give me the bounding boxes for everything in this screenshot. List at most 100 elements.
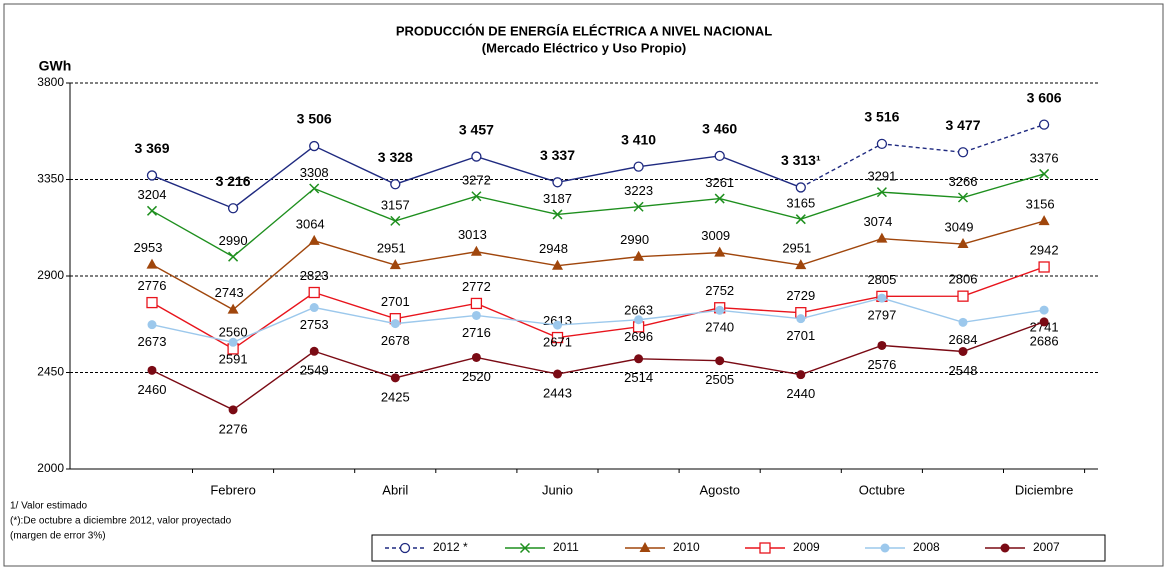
point: [309, 346, 319, 356]
data-label: 2673: [138, 334, 167, 349]
point: [1038, 119, 1050, 130]
chart-subtitle: (Mercado Eléctrico y Uso Propio): [482, 40, 686, 55]
data-label: 3 313¹: [781, 152, 821, 168]
point: [146, 170, 158, 181]
y-axis-label: GWh: [39, 58, 72, 74]
data-label: 2560: [219, 324, 248, 339]
data-label: 2942: [1030, 242, 1059, 257]
data-label: 2805: [867, 272, 896, 287]
legend-marker: [639, 542, 651, 552]
data-label: 2806: [949, 272, 978, 287]
point: [227, 203, 239, 214]
point: [146, 296, 158, 309]
footnote: 1/ Valor estimado: [10, 501, 88, 512]
x-tick-label: Febrero: [210, 482, 256, 497]
legend-label: 2007: [1033, 540, 1060, 554]
point: [552, 209, 563, 220]
point: [552, 177, 563, 188]
y-tick-label: 3350: [37, 172, 64, 186]
legend-box: [371, 534, 1106, 562]
point: [1038, 261, 1050, 273]
point: [795, 259, 807, 270]
point: [957, 290, 969, 302]
data-label: 3 457: [459, 121, 494, 137]
data-label: 2729: [786, 288, 815, 303]
point: [796, 370, 806, 380]
data-label: 3 337: [540, 147, 575, 163]
point: [146, 258, 158, 269]
point: [309, 303, 319, 313]
point: [308, 286, 320, 299]
data-label: 3376: [1030, 150, 1059, 165]
data-label: 3064: [296, 216, 325, 231]
point: [146, 205, 158, 216]
point: [795, 214, 806, 225]
data-label: 3261: [705, 175, 734, 190]
point: [876, 232, 888, 243]
y-tick-label: 2000: [37, 461, 64, 475]
point: [228, 405, 238, 415]
point: [1039, 317, 1049, 327]
legend-label: 2011: [553, 540, 579, 554]
point: [470, 245, 482, 256]
data-label: 2505: [705, 372, 734, 387]
data-label: 3013: [458, 227, 487, 242]
point: [308, 234, 320, 245]
data-label: 3156: [1026, 197, 1055, 212]
data-label: 2440: [786, 386, 815, 401]
data-label: 2696: [624, 329, 653, 344]
data-label: 3266: [949, 174, 978, 189]
legend-label: 2009: [793, 540, 820, 554]
data-label: 3 328: [378, 149, 413, 165]
point: [147, 365, 157, 375]
data-label: 3204: [138, 187, 167, 202]
data-label: 2951: [782, 241, 811, 256]
data-label: 2948: [539, 241, 568, 256]
point: [1038, 215, 1050, 226]
legend-label: 2012 *: [433, 540, 468, 554]
series-line: [151, 173, 1045, 258]
data-label: 2752: [705, 283, 734, 298]
point: [390, 179, 401, 190]
data-label: 2678: [381, 333, 410, 348]
legend-label: 2008: [913, 540, 940, 554]
point: [958, 346, 968, 356]
data-label: 3 369: [134, 140, 169, 156]
data-label: 3 516: [864, 109, 899, 125]
data-label: 3291: [867, 169, 896, 184]
point: [715, 305, 725, 315]
point: [471, 310, 481, 320]
point: [714, 246, 726, 257]
point: [795, 182, 806, 193]
x-tick-label: Octubre: [859, 482, 905, 497]
legend-marker: [399, 542, 411, 554]
x-tick-label: Agosto: [699, 482, 739, 497]
data-label: 2549: [300, 363, 329, 378]
point: [634, 315, 644, 325]
data-label: 2951: [377, 241, 406, 256]
data-label: 2823: [300, 268, 329, 283]
legend-marker: [759, 542, 771, 554]
point: [553, 320, 562, 330]
footnote: (margen de error 3%): [10, 531, 106, 542]
data-label: 3272: [462, 173, 491, 188]
point: [551, 331, 564, 344]
data-label: 2591: [219, 352, 248, 367]
data-label: 2514: [624, 370, 653, 385]
point: [714, 150, 725, 162]
data-label: 2548: [949, 363, 978, 378]
data-label: 2772: [462, 279, 491, 294]
x-tick-label: Junio: [542, 482, 573, 497]
data-label: 2425: [381, 389, 410, 404]
legend-marker: [880, 543, 890, 553]
data-label: 3223: [624, 183, 653, 198]
data-label: 3009: [701, 228, 730, 243]
data-label: 2990: [219, 233, 248, 248]
point: [633, 161, 644, 172]
data-label: 2460: [138, 382, 167, 397]
frame: [3, 3, 1164, 567]
point: [714, 193, 725, 204]
data-label: 3 410: [621, 131, 656, 147]
point: [877, 293, 887, 303]
y-tick-label: 3800: [37, 75, 64, 89]
